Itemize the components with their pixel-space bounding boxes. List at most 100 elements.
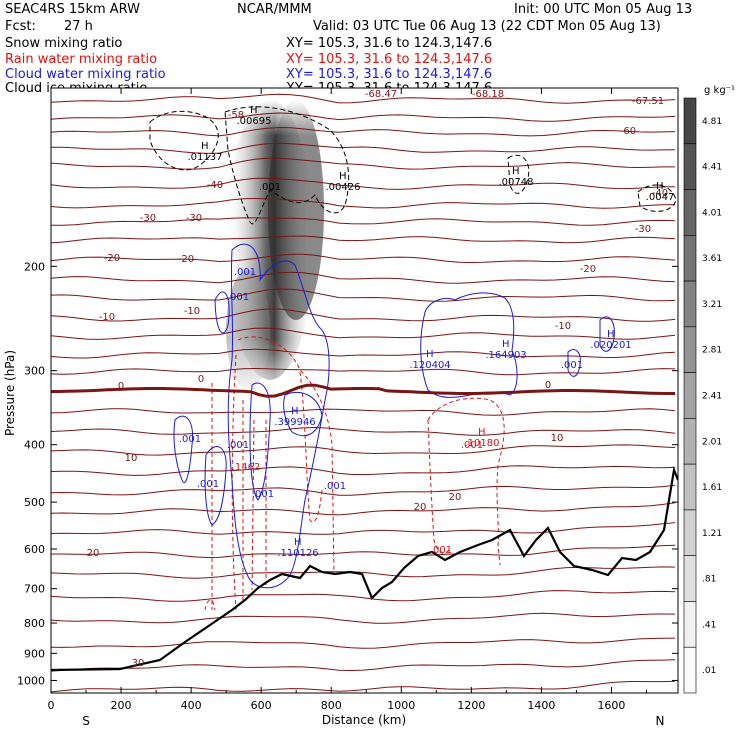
colorbar-segment: [683, 235, 697, 282]
colorbar-label: 1.61: [702, 483, 722, 493]
colorbar-label: 3.61: [702, 254, 722, 264]
isotherm-label: -30: [186, 213, 202, 224]
colorbar-segment: [683, 646, 697, 694]
isotherm-line: [51, 367, 676, 376]
max-h-marker: H: [502, 339, 510, 350]
max-h-marker: H: [291, 406, 299, 417]
colorbar-segment: [683, 189, 697, 236]
isotherm-labels: -68.18 -68.47 -67.51 -60 -40 -40 -30 -30 -30 -20 -…: [87, 89, 669, 669]
isotherm-label: -68.47: [365, 89, 397, 100]
max-value-label: .01137: [188, 152, 223, 163]
colorbar-segment: [683, 418, 697, 465]
max-value-label: .001: [461, 440, 483, 451]
max-value-label: .001: [252, 489, 274, 500]
isotherm-label: 0: [545, 380, 551, 391]
model-title: SEAC4RS 15km ARW: [5, 2, 141, 17]
x-tick-label: 0: [48, 699, 55, 712]
org-label: NCAR/MMM: [237, 2, 312, 17]
field-xy-rain: XY= 105.3, 31.6 to 124.3,147.6: [286, 52, 493, 67]
field-name-rain: Rain water mixing ratio: [5, 52, 158, 67]
isotherm-line: [51, 444, 676, 456]
rain-contour: [204, 599, 216, 611]
rain-contour: [231, 354, 237, 611]
x-tick-label: 1400: [527, 699, 555, 712]
max-value-label: .001: [324, 481, 346, 492]
colorbar-label: .01: [702, 666, 716, 676]
colorbar-segment: [683, 280, 697, 328]
isotherm-line: [51, 465, 676, 476]
isotherm-line: [51, 659, 676, 672]
max-h-marker: H: [250, 105, 258, 116]
isotherm-line: [51, 197, 675, 209]
init-time: Init: 00 UTC Mon 05 Aug 13: [514, 2, 693, 17]
cloud-ice-contour: [224, 106, 350, 225]
max-value-label: .110126: [277, 548, 318, 559]
max-value-label: .001: [561, 360, 583, 371]
isotherm-line: [51, 426, 676, 436]
max-value-label: .001: [197, 479, 219, 490]
max-value-label: .00748: [499, 177, 534, 188]
isotherm-line: [51, 288, 676, 302]
max-value-label: .001: [259, 182, 281, 193]
isotherm-line: [51, 253, 676, 264]
isotherm-label: -30: [635, 224, 651, 235]
rain-contour: [427, 397, 505, 566]
south-label: S: [82, 714, 90, 728]
isotherm-label: -20: [178, 254, 194, 265]
cloud-ice-contours: [149, 106, 677, 225]
fcst-label: Fcst:: [5, 19, 36, 34]
colorbar-label: 3.21: [702, 300, 722, 310]
cloud-water-contour: [204, 446, 227, 526]
y-tick-label: 200: [24, 260, 45, 273]
rain-contour: [237, 336, 335, 576]
isotherm-line: [51, 271, 676, 284]
colorbar-label: 2.81: [702, 346, 722, 356]
x-tick-label: 1200: [457, 699, 485, 712]
plot-frame: [50, 87, 679, 694]
colorbar-segment: [683, 555, 697, 602]
colorbar-label: 2.01: [702, 437, 722, 447]
snow-plume-lobe: [226, 270, 270, 390]
colorbar-label: .81: [702, 575, 716, 585]
colorbar-segment: [683, 143, 697, 190]
max-value-label: .120404: [409, 360, 450, 371]
isotherm-label: 20: [414, 502, 427, 513]
max-h-marker: H: [339, 171, 347, 182]
x-tick-label: 1000: [387, 699, 415, 712]
isotherm-lines: [51, 93, 676, 693]
isotherm-label: 30: [132, 658, 145, 669]
max-h-marker: H: [656, 181, 664, 192]
isotherm-label: -30: [140, 213, 156, 224]
max-value-label: .001: [234, 267, 256, 278]
colorbar-segment: [683, 326, 697, 373]
isotherm-label: 0: [118, 381, 124, 392]
isotherm-label: 0: [198, 374, 204, 385]
max-h-marker: H: [607, 329, 615, 340]
x-tick-label: 800: [321, 699, 342, 712]
max-value-label: .001: [227, 440, 249, 451]
max-value-label: .399946: [274, 417, 315, 428]
cloud-water-contour: [173, 415, 194, 483]
isotherm-label: 10: [551, 433, 564, 444]
field-xy-snow: XY= 105.3, 31.6 to 124.3,147.6: [286, 36, 493, 51]
colorbar-label: .41: [702, 620, 716, 630]
colorbar-label: 4.81: [702, 117, 722, 127]
max-value-label: .164903: [485, 350, 526, 361]
isotherm-label: -60: [620, 126, 636, 137]
isotherm-line: [51, 217, 676, 226]
cloud-water-contour: [283, 391, 323, 437]
max-h-marker: H: [478, 427, 486, 438]
max-value-label: .001: [179, 434, 201, 445]
field-name-cloud-water: Cloud water mixing ratio: [5, 67, 166, 82]
x-axis: 0 200 400 600 800 1000 1200 1400 1600: [48, 88, 647, 712]
colorbar-segment: [683, 509, 697, 556]
max-h-marker: H: [201, 141, 209, 152]
isotherm-label: -10: [99, 312, 115, 323]
isotherm-line: [51, 126, 676, 137]
isotherm-line: [51, 484, 676, 496]
colorbar-label: 2.41: [702, 392, 722, 402]
isotherm-line: [51, 502, 676, 516]
y-tick-label: 400: [24, 439, 45, 452]
